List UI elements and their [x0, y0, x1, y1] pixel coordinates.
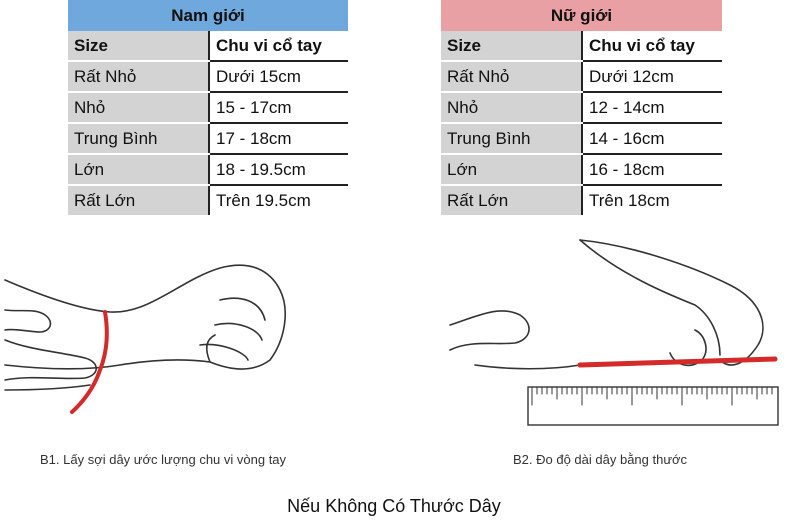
table-row: Rất Lớn Trên 19.5cm	[68, 185, 348, 217]
wrist-cell: Trên 18cm	[582, 185, 722, 216]
table-row: Rất Lớn Trên 18cm	[441, 185, 722, 217]
wrist-string-illustration	[4, 264, 286, 414]
wrist-cell: 18 - 19.5cm	[209, 154, 348, 186]
table-row: Rất Nhỏ Dưới 12cm	[441, 61, 722, 93]
measuring-string	[70, 310, 109, 414]
male-size-table: Nam giới Size Chu vi cổ tay Rất Nhỏ Dưới 1…	[68, 0, 348, 217]
measuring-string	[577, 356, 778, 368]
wrist-cell: 15 - 17cm	[209, 92, 348, 124]
table-row: Nhỏ 15 - 17cm	[68, 92, 348, 124]
wrist-cell: Trên 19.5cm	[209, 185, 348, 216]
table-row: Lớn 16 - 18cm	[441, 154, 722, 186]
table-row: Rất Nhỏ Dưới 15cm	[68, 61, 348, 93]
table-row: Trung Bình 14 - 16cm	[441, 123, 722, 155]
wrist-cell: 17 - 18cm	[209, 123, 348, 155]
footer-title: Nếu Không Có Thước Dây	[287, 496, 501, 516]
size-cell: Rất Nhỏ	[68, 61, 210, 93]
ruler	[527, 386, 779, 426]
size-cell: Nhỏ	[68, 92, 210, 124]
wrist-header: Chu vi cổ tay	[209, 31, 348, 62]
size-cell: Trung Bình	[68, 123, 210, 155]
size-cell: Lớn	[68, 154, 210, 186]
table-row: Nhỏ 12 - 14cm	[441, 92, 722, 124]
female-table-title: Nữ giới	[441, 0, 722, 31]
size-cell: Rất Nhỏ	[441, 61, 583, 93]
wrist-cell: Dưới 12cm	[582, 61, 722, 93]
wrist-cell: 14 - 16cm	[582, 123, 722, 155]
size-cell: Rất Lớn	[441, 185, 583, 217]
size-header: Size	[441, 31, 583, 62]
size-header: Size	[68, 31, 210, 62]
table-row: Trung Bình 17 - 18cm	[68, 123, 348, 155]
wrist-cell: Dưới 15cm	[209, 61, 348, 93]
size-cell: Trung Bình	[441, 123, 583, 155]
table-row: Lớn 18 - 19.5cm	[68, 154, 348, 186]
male-table-title: Nam giới	[68, 0, 348, 31]
size-cell: Rất Lớn	[68, 185, 210, 217]
step1-caption: B1. Lấy sợi dây ước lượng chu vi vòng ta…	[40, 452, 287, 467]
wrist-cell: 16 - 18cm	[582, 154, 722, 186]
ruler-measure-illustration	[449, 239, 779, 426]
wrist-header: Chu vi cổ tay	[582, 31, 722, 62]
female-size-table: Nữ giới Size Chu vi cổ tay Rất Nhỏ Dưới 12…	[441, 0, 722, 217]
wrist-cell: 12 - 14cm	[582, 92, 722, 124]
size-cell: Lớn	[441, 154, 583, 186]
step2-caption: B2. Đo độ dài dây bằng thước	[513, 452, 688, 467]
size-cell: Nhỏ	[441, 92, 583, 124]
